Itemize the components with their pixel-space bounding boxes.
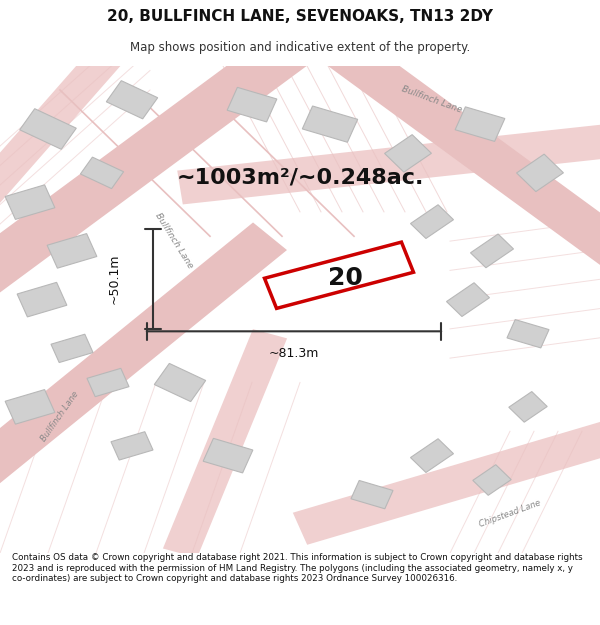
Polygon shape bbox=[20, 109, 76, 149]
Polygon shape bbox=[314, 27, 600, 275]
Text: ~50.1m: ~50.1m bbox=[107, 254, 121, 304]
Polygon shape bbox=[265, 242, 413, 308]
Polygon shape bbox=[106, 81, 158, 119]
Polygon shape bbox=[80, 157, 124, 189]
Polygon shape bbox=[5, 389, 55, 424]
Polygon shape bbox=[17, 282, 67, 317]
Polygon shape bbox=[111, 432, 153, 460]
Polygon shape bbox=[0, 32, 134, 221]
Polygon shape bbox=[470, 234, 514, 268]
Text: Bullfinch Lane: Bullfinch Lane bbox=[401, 84, 463, 115]
Polygon shape bbox=[293, 415, 600, 545]
Text: Contains OS data © Crown copyright and database right 2021. This information is : Contains OS data © Crown copyright and d… bbox=[12, 553, 583, 583]
Polygon shape bbox=[0, 222, 287, 494]
Text: 20: 20 bbox=[328, 266, 362, 290]
Polygon shape bbox=[302, 106, 358, 142]
Text: ~81.3m: ~81.3m bbox=[269, 347, 319, 360]
Polygon shape bbox=[507, 319, 549, 348]
Polygon shape bbox=[410, 439, 454, 472]
Polygon shape bbox=[5, 185, 55, 219]
Polygon shape bbox=[177, 122, 600, 204]
Polygon shape bbox=[154, 363, 206, 402]
Polygon shape bbox=[47, 234, 97, 268]
Polygon shape bbox=[517, 154, 563, 192]
Polygon shape bbox=[446, 282, 490, 316]
Text: 20, BULLFINCH LANE, SEVENOAKS, TN13 2DY: 20, BULLFINCH LANE, SEVENOAKS, TN13 2DY bbox=[107, 9, 493, 24]
Polygon shape bbox=[509, 392, 547, 422]
Polygon shape bbox=[163, 329, 287, 558]
Text: Bullfinch Lane: Bullfinch Lane bbox=[40, 390, 80, 443]
Polygon shape bbox=[87, 368, 129, 397]
Text: ~1003m²/~0.248ac.: ~1003m²/~0.248ac. bbox=[176, 168, 424, 187]
Polygon shape bbox=[227, 88, 277, 122]
Polygon shape bbox=[351, 481, 393, 509]
Polygon shape bbox=[0, 25, 318, 301]
Text: Map shows position and indicative extent of the property.: Map shows position and indicative extent… bbox=[130, 41, 470, 54]
Polygon shape bbox=[455, 107, 505, 141]
Text: Chipstead Lane: Chipstead Lane bbox=[478, 499, 542, 529]
Polygon shape bbox=[473, 465, 511, 495]
Polygon shape bbox=[203, 438, 253, 473]
Text: Bullfinch Lane: Bullfinch Lane bbox=[154, 212, 194, 271]
Polygon shape bbox=[385, 134, 431, 172]
Polygon shape bbox=[410, 205, 454, 239]
Polygon shape bbox=[51, 334, 93, 362]
